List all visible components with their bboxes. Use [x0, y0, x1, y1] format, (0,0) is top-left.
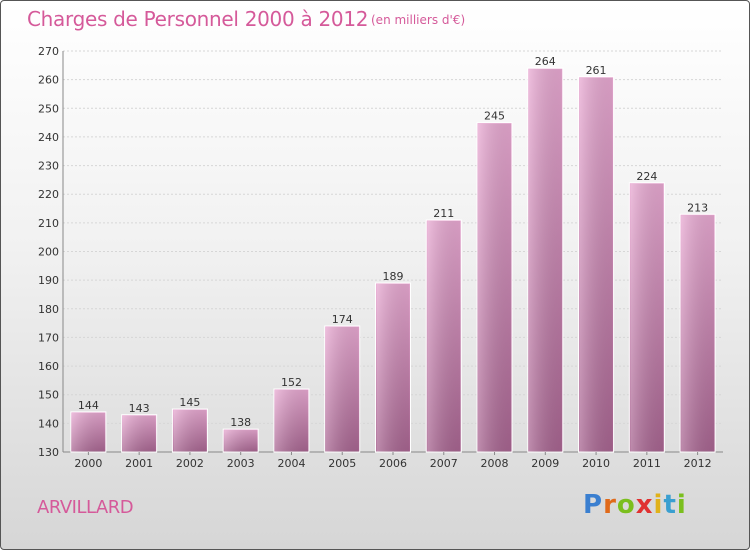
y-tick-label: 150 [38, 389, 59, 402]
x-tick-label: 2002 [176, 457, 204, 470]
logo-letter: x [635, 490, 654, 520]
x-tick-label: 2003 [227, 457, 255, 470]
y-tick-label: 140 [38, 417, 59, 430]
bar-shade [681, 215, 715, 452]
bar-value-label: 144 [78, 399, 99, 412]
y-tick-label: 260 [38, 74, 59, 87]
y-tick-label: 210 [38, 217, 59, 230]
chart-title: Charges de Personnel 2000 à 2012 [27, 7, 369, 31]
logo-letter: r [603, 490, 617, 520]
x-tick-label: 2005 [328, 457, 356, 470]
x-tick-label: 2004 [277, 457, 305, 470]
logo-letter: i [653, 490, 664, 520]
bar-value-label: 189 [383, 270, 404, 283]
bar-value-label: 145 [179, 396, 200, 409]
y-tick-label: 220 [38, 188, 59, 201]
bar-shade [376, 284, 410, 452]
x-tick-label: 2011 [633, 457, 661, 470]
bar-shade [579, 77, 613, 453]
bar-value-label: 211 [433, 207, 454, 220]
y-tick-label: 270 [38, 45, 59, 58]
bar-shade [325, 326, 359, 452]
y-tick-label: 160 [38, 360, 59, 373]
bar-shade [224, 430, 258, 452]
bar-shade [528, 69, 562, 452]
y-tick-label: 180 [38, 303, 59, 316]
x-tick-label: 2007 [430, 457, 458, 470]
chart-subtitle: (en milliers d'€) [371, 13, 466, 27]
y-tick-label: 170 [38, 331, 59, 344]
bar-shade [427, 220, 461, 452]
x-tick-label: 2001 [125, 457, 153, 470]
y-tick-label: 190 [38, 274, 59, 287]
bar-shade [122, 415, 156, 452]
x-tick-label: 2000 [74, 457, 102, 470]
bar-value-label: 213 [687, 201, 708, 214]
bar-value-label: 152 [281, 376, 302, 389]
bar-value-label: 261 [586, 64, 607, 77]
proxiti-logo: Proxiti [583, 490, 687, 520]
y-tick-label: 200 [38, 246, 59, 259]
bar-value-label: 174 [332, 313, 353, 326]
x-tick-label: 2008 [481, 457, 509, 470]
bar-value-label: 143 [129, 402, 150, 415]
bar-shade [478, 123, 512, 452]
y-tick-label: 230 [38, 160, 59, 173]
logo-letter: i [676, 490, 687, 520]
bar-shade [173, 410, 207, 452]
bar-value-label: 264 [535, 55, 556, 68]
logo-letter: P [583, 490, 604, 520]
bar-value-label: 224 [636, 170, 657, 183]
commune-name: ARVILLARD [37, 497, 134, 518]
y-tick-label: 250 [38, 102, 59, 115]
bar-shade [71, 412, 105, 452]
bar-shade [274, 389, 308, 452]
y-tick-label: 130 [38, 446, 59, 459]
bar-shade [630, 183, 664, 452]
logo-letter: o [616, 490, 636, 520]
bar-value-label: 138 [230, 416, 251, 429]
x-tick-label: 2009 [531, 457, 559, 470]
logo-letter: t [663, 490, 677, 520]
x-tick-label: 2010 [582, 457, 610, 470]
x-tick-label: 2006 [379, 457, 407, 470]
x-tick-label: 2012 [684, 457, 712, 470]
y-tick-label: 240 [38, 131, 59, 144]
bar-value-label: 245 [484, 110, 505, 123]
